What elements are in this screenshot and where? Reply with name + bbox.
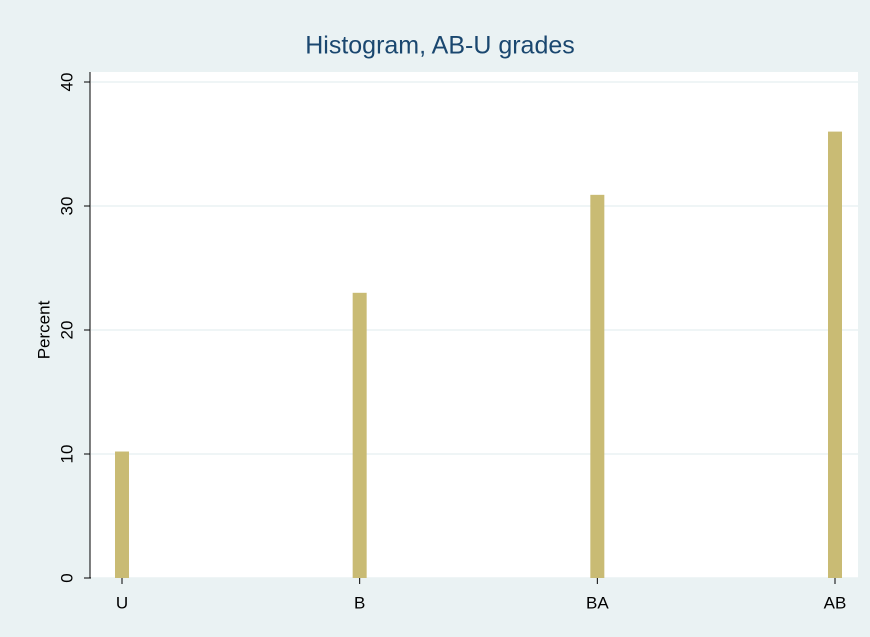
y-axis-label: Percent (34, 300, 53, 359)
x-tick-label: BA (586, 593, 609, 612)
plot-area (90, 72, 858, 578)
bar (115, 451, 129, 578)
y-tick-label: 40 (57, 73, 76, 92)
bar (828, 131, 842, 578)
bar (352, 292, 367, 578)
x-tick-label: U (116, 593, 128, 612)
y-tick-label: 30 (57, 197, 76, 216)
bar (590, 194, 605, 578)
x-tick-label: AB (824, 593, 847, 612)
chart-title: Histogram, AB-U grades (305, 32, 575, 60)
y-tick-label: 10 (57, 445, 76, 464)
y-tick-label: 20 (57, 321, 76, 340)
y-tick-label: 0 (57, 573, 76, 582)
x-tick-label: B (354, 593, 365, 612)
